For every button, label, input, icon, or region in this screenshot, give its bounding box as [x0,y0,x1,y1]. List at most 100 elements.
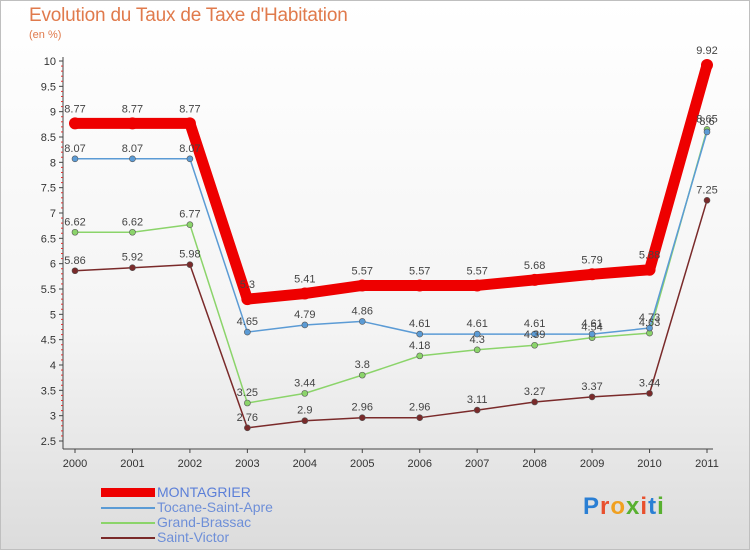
series-line-grand-brassac [74,128,708,404]
x-tick-label: 2010 [637,458,661,470]
x-tick-label: 2001 [120,458,144,470]
logo-letter: t [648,493,658,520]
data-label-montagrier: 5.57 [409,265,430,277]
data-label-montagrier: 5.88 [639,250,660,262]
data-point-saint-victor [703,197,711,204]
data-label-saint-victor: 3.11 [467,394,488,406]
data-label-montagrier: 5.79 [581,254,602,266]
data-label-montagrier: 8.77 [64,103,85,115]
data-point-tocane-saint-apre [301,321,309,329]
data-label-grand-brassac: 6.77 [179,209,200,221]
data-point-grand-brassac [416,352,424,360]
logo-letter: i [657,493,665,520]
data-point-tocane-saint-apre [531,330,538,338]
data-label-montagrier: 8.77 [122,103,143,115]
x-tick-label: 2004 [293,458,317,470]
x-tick-label: 2009 [580,458,604,470]
y-tick-label: 5 [50,309,56,321]
data-label-tocane-saint-apre: 4.61 [524,318,545,330]
data-point-tocane-saint-apre [646,324,653,332]
legend-label-montagrier: MONTAGRIER [157,484,251,500]
data-label-tocane-saint-apre: 4.86 [352,305,373,317]
data-point-saint-victor [588,393,596,401]
data-label-montagrier: 5.3 [240,279,255,291]
data-point-tocane-saint-apre [186,155,194,163]
data-label-tocane-saint-apre: 8.07 [64,143,85,155]
data-point-montagrier [528,273,541,286]
data-point-grand-brassac [358,371,366,379]
data-point-saint-victor [71,267,79,275]
data-point-saint-victor [531,398,538,406]
data-point-saint-victor [129,264,136,272]
y-tick-label: 7.5 [41,183,56,195]
data-point-grand-brassac [301,390,309,397]
data-point-montagrier [701,59,713,72]
x-tick-label: 2005 [350,458,374,470]
x-tick-label: 2002 [178,458,202,470]
data-label-tocane-saint-apre: 4.61 [581,318,602,330]
data-label-grand-brassac: 4.18 [409,340,430,352]
series-line-montagrier [69,59,713,305]
legend-label-tocane-saint-apre: Tocane-Saint-Apre [157,499,273,515]
y-tick-label: 6.5 [41,233,56,245]
legend-swatch-grand-brassac [101,522,155,524]
data-label-montagrier: 8.77 [179,103,200,115]
data-point-grand-brassac [71,228,79,236]
data-point-tocane-saint-apre [473,330,481,338]
proxiti-logo: Proxiti [583,493,665,521]
logo-letter: i [640,493,649,520]
data-point-saint-victor [646,390,653,397]
series-line-saint-victor [74,199,708,429]
data-point-grand-brassac [473,346,481,354]
y-tick-label: 9 [50,107,56,119]
logo-letter: r [600,493,611,520]
data-point-saint-victor [301,417,309,425]
data-label-tocane-saint-apre: 8.07 [179,143,200,155]
y-tick-label: 8 [50,157,56,169]
legend-swatch-montagrier [101,488,155,497]
data-label-saint-victor: 2.96 [352,402,373,414]
y-tick-label: 6 [50,259,56,271]
data-label-grand-brassac: 3.25 [237,387,258,399]
data-point-saint-victor [358,414,366,421]
data-label-grand-brassac: 4.63 [639,317,660,329]
data-point-tocane-saint-apre [703,128,711,136]
data-label-saint-victor: 2.96 [409,402,430,414]
data-label-grand-brassac: 6.62 [122,216,143,228]
data-point-saint-victor [186,261,194,268]
data-label-montagrier: 9.92 [696,45,717,57]
y-tick-label: 2.5 [41,436,56,448]
data-label-grand-brassac: 8.65 [696,113,717,125]
data-label-tocane-saint-apre: 4.65 [237,316,258,328]
y-tick-label: 3.5 [41,385,56,397]
data-point-montagrier [69,117,81,130]
logo-letter: o [610,493,627,520]
data-label-grand-brassac: 3.44 [294,377,315,389]
data-label-saint-victor: 3.37 [581,381,602,393]
data-label-montagrier: 5.57 [352,265,373,277]
data-label-montagrier: 5.68 [524,260,545,272]
x-tick-label: 2011 [695,458,719,470]
data-point-tocane-saint-apre [416,330,424,338]
data-point-saint-victor [416,414,424,421]
x-tick-label: 2006 [407,458,431,470]
chart-unit-label: (en %) [29,29,62,41]
data-point-montagrier [241,293,254,306]
data-point-montagrier [643,263,656,276]
data-point-montagrier [471,279,484,292]
data-label-saint-victor: 2.76 [237,412,258,424]
data-label-tocane-saint-apre: 4.79 [294,309,315,321]
data-label-grand-brassac: 3.8 [355,359,370,371]
data-point-montagrier [586,268,599,281]
data-point-montagrier [298,287,311,300]
data-point-tocane-saint-apre [588,330,596,338]
x-tick-label: 2000 [63,458,87,470]
data-label-grand-brassac: 4.3 [470,334,485,346]
data-label-tocane-saint-apre: 4.61 [466,318,487,330]
data-label-tocane-saint-apre: 4.73 [639,312,660,324]
data-point-saint-victor [244,424,251,432]
data-label-grand-brassac: 6.62 [64,216,85,228]
data-label-montagrier: 5.41 [294,274,315,286]
y-tick-label: 5.5 [41,284,56,296]
